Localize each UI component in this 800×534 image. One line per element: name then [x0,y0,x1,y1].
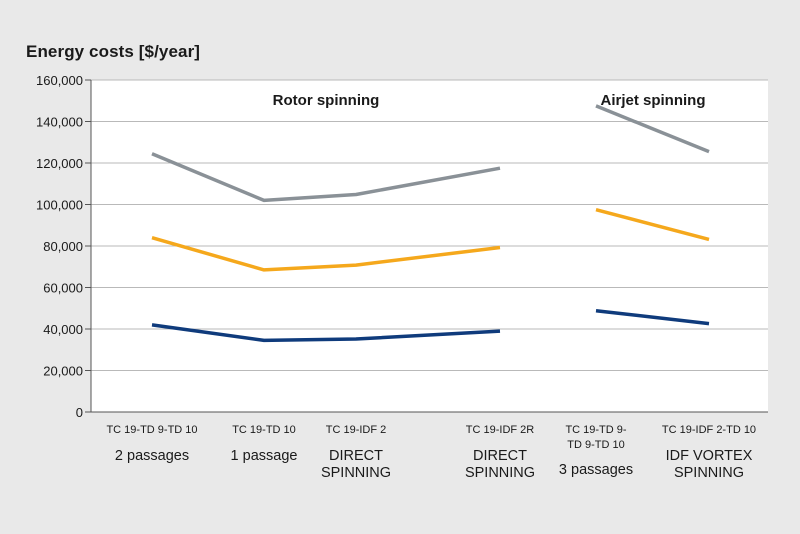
x-category-sublabel: 2 passages [115,448,189,464]
x-tick-label: TC 19-TD 9-TD 10 [106,424,197,436]
y-tick-label: 80,000 [43,239,83,254]
group-label: Rotor spinning [273,92,380,109]
series-line-3 [151,323,501,343]
x-tick-label: TC 19-IDF 2R [466,424,535,436]
x-category-sublabel: IDF VORTEX SPINNING [666,448,753,481]
x-category-sublabel: 1 passage [231,448,298,464]
series-line-1 [595,104,710,154]
x-category-sublabel: 3 passages [559,462,633,478]
y-tick-label: 160,000 [36,73,83,88]
series-line-3 [595,308,710,326]
series-line-1 [151,152,501,203]
group-label: Airjet spinning [601,92,706,109]
y-tick-label: 120,000 [36,156,83,171]
x-tick-label: TC 19-TD 9-TD 9-TD 10 [565,424,626,451]
y-tick-label: 100,000 [36,198,83,213]
chart-title: Energy costs [$/year] [26,42,201,61]
y-tick-label: 20,000 [43,364,83,379]
x-tick-label: TC 19-IDF 2-TD 10 [662,424,756,436]
x-category-sublabel: DIRECT SPINNING [465,448,535,481]
y-tick-label: 0 [76,405,83,420]
y-tick-label: 60,000 [43,281,83,296]
y-tick-label: 140,000 [36,115,83,130]
x-category-sublabel: DIRECT SPINNING [321,448,391,481]
x-tick-label: TC 19-TD 10 [232,424,296,436]
x-tick-label: TC 19-IDF 2 [326,424,387,436]
series-line-2 [151,236,501,272]
y-tick-label: 40,000 [43,322,83,337]
series-line-2 [595,208,710,242]
